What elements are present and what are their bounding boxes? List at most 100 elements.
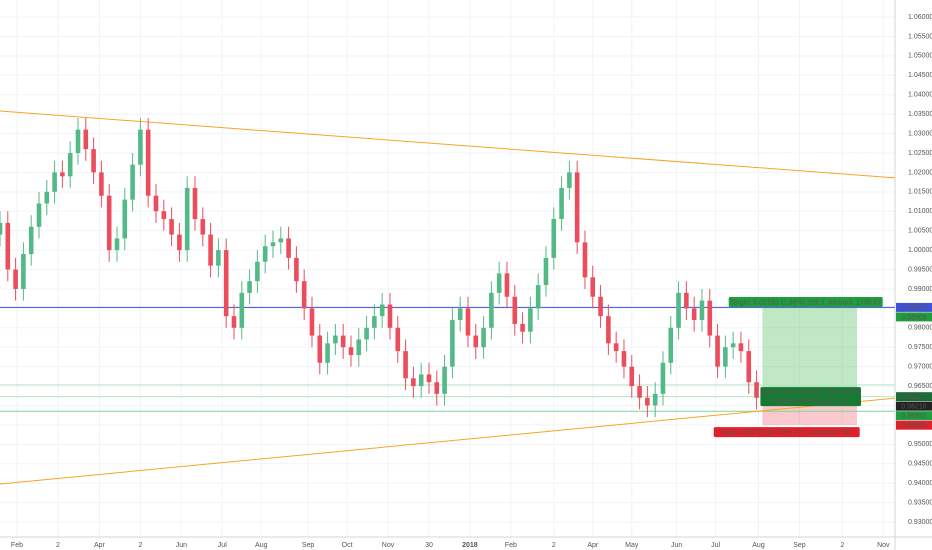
candle-body xyxy=(348,347,354,355)
candle-body xyxy=(691,308,697,321)
y-tick-label: 0.99000 xyxy=(908,286,932,293)
candle-body xyxy=(52,172,57,192)
price-label: 0.95851 xyxy=(901,413,926,420)
candle-body xyxy=(660,362,666,394)
price-label-box xyxy=(896,401,932,411)
candle-body xyxy=(387,304,393,328)
x-tick-label: 2 xyxy=(840,542,844,549)
x-tick-label: Nov xyxy=(877,542,890,549)
candle-body xyxy=(91,149,96,173)
x-tick-label: Jun xyxy=(176,542,187,549)
x-tick-label: Sep xyxy=(793,542,806,549)
x-tick-label: Sep xyxy=(302,542,315,549)
candle-body xyxy=(145,129,151,196)
stop-label-box xyxy=(713,427,860,438)
x-tick-label: 2 xyxy=(552,542,556,549)
y-tick-label: 0.99500 xyxy=(908,266,932,273)
candle-body xyxy=(184,187,190,251)
candle-body xyxy=(75,129,81,153)
candle-body xyxy=(551,219,557,258)
candle-body xyxy=(278,238,284,243)
target-zone xyxy=(762,308,857,398)
x-tick-label: 2 xyxy=(138,542,142,549)
x-tick-label: Jul xyxy=(218,542,227,549)
y-tick-label: 1.05500 xyxy=(908,33,932,40)
candle-body xyxy=(99,172,104,196)
y-tick-label: 1.01000 xyxy=(908,208,932,215)
candle-body xyxy=(44,191,50,204)
candle-body xyxy=(28,226,34,254)
price-label: 0.95495 xyxy=(901,423,926,430)
candle-body xyxy=(543,257,549,286)
x-tick-label: Jun xyxy=(671,542,682,549)
candle-body xyxy=(294,257,299,282)
candle-body xyxy=(333,335,338,344)
target-label-box xyxy=(728,297,883,308)
candle-body xyxy=(582,242,588,278)
candle-body xyxy=(138,129,143,165)
candle-body xyxy=(239,292,245,328)
y-tick-label: 0.95000 xyxy=(908,441,932,448)
candle-body xyxy=(676,292,681,328)
candle-body xyxy=(317,335,323,363)
candle-body xyxy=(379,304,385,317)
candle-body xyxy=(629,366,635,387)
candle-body xyxy=(621,351,627,367)
price-label-box xyxy=(896,392,932,402)
candle-body xyxy=(738,343,744,352)
x-tick-label: Oct xyxy=(342,542,353,549)
candle-body xyxy=(496,273,502,293)
y-tick-label: 0.93500 xyxy=(908,499,932,506)
candle-body xyxy=(574,172,580,243)
candle-body xyxy=(481,327,486,348)
candle-body xyxy=(364,327,369,340)
x-tick-label: Feb xyxy=(505,542,517,549)
candle-body xyxy=(161,211,167,220)
candle-body xyxy=(418,374,424,387)
y-tick-label: 0.97000 xyxy=(908,363,932,370)
candle-body xyxy=(567,172,572,188)
candle-body xyxy=(434,382,440,394)
candle-body xyxy=(715,335,720,367)
price-label: 0.96216 xyxy=(901,404,926,411)
candle-body xyxy=(130,164,135,200)
candle-body xyxy=(325,343,330,363)
y-tick-label: 1.04500 xyxy=(908,72,932,79)
candle-body xyxy=(340,335,346,348)
candle-body xyxy=(395,327,401,352)
ratio-label: Risk/Reward Ratio: 3.18 xyxy=(773,398,849,405)
price-label: 0.96227 xyxy=(901,394,926,401)
candle-body xyxy=(426,374,432,383)
candle-body xyxy=(637,386,642,398)
y-tick-label: 1.03500 xyxy=(908,111,932,118)
y-tick-label: 0.98000 xyxy=(908,325,932,332)
candle-body xyxy=(270,242,276,247)
y-tick-label: 1.04000 xyxy=(908,92,932,99)
candle-body xyxy=(528,308,533,332)
candle-body xyxy=(723,347,728,367)
y-tick-label: 1.01500 xyxy=(908,189,932,196)
candle-body xyxy=(684,292,689,309)
candle-body xyxy=(192,187,198,220)
x-tick-label: Apr xyxy=(587,542,599,549)
candle-body xyxy=(356,339,362,355)
candle-body xyxy=(535,285,541,309)
y-tick-label: 1.02500 xyxy=(908,150,932,157)
candle-body xyxy=(489,292,494,328)
y-tick-label: 1.00000 xyxy=(908,247,932,254)
candle-body xyxy=(67,152,73,177)
candle-body xyxy=(200,219,206,235)
candle-body xyxy=(450,320,455,367)
x-tick-label: Aug xyxy=(752,542,765,549)
candle-body xyxy=(730,343,736,348)
candle-body xyxy=(216,250,221,266)
y-tick-label: 1.00500 xyxy=(908,228,932,235)
pnl-label: Open P&L: 0.00011, Qty: 34674 xyxy=(761,389,860,396)
target-label: Target: 0.02293 (2.38%) 229.3, Amount: 1… xyxy=(730,299,881,306)
y-tick-label: 0.97500 xyxy=(908,344,932,351)
candle-body xyxy=(169,219,174,235)
price-label: 0.98509 xyxy=(901,314,926,321)
candle-body xyxy=(668,327,674,363)
y-tick-label: 1.02000 xyxy=(908,169,932,176)
candle-body xyxy=(309,308,315,336)
